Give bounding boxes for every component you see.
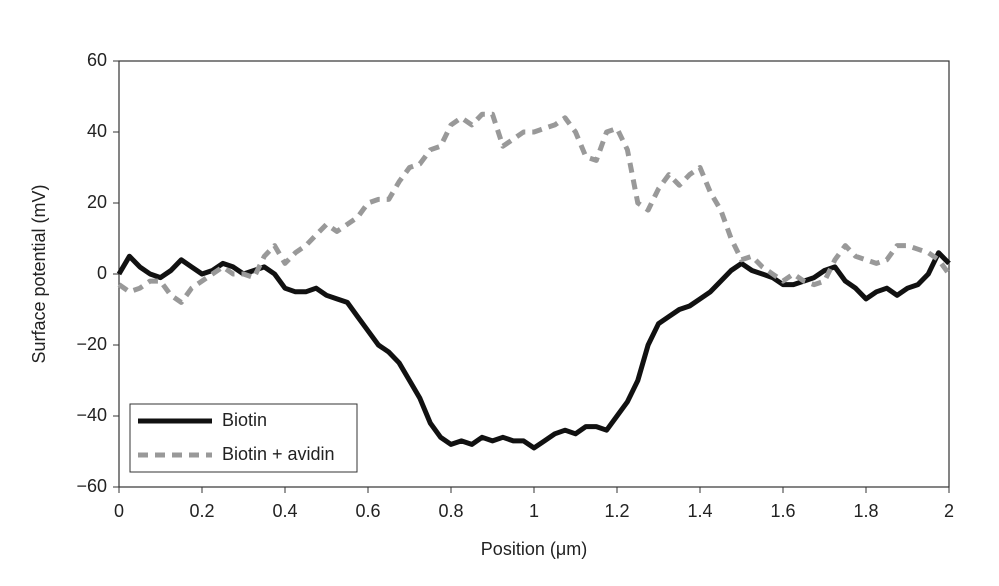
y-axis-title: Surface potential (mV) [29, 184, 49, 363]
y-tick-label: 60 [87, 50, 107, 70]
y-tick-label: 20 [87, 192, 107, 212]
y-tick-label: 0 [97, 263, 107, 283]
x-tick-label: 1.4 [687, 501, 712, 521]
y-tick-label: −20 [76, 334, 107, 354]
data-line [117, 111, 952, 305]
x-tick-label: 1 [529, 501, 539, 521]
x-tick-label: 1.2 [604, 501, 629, 521]
x-tick-label: 0 [114, 501, 124, 521]
x-tick-label: 0.8 [438, 501, 463, 521]
y-tick-label: −40 [76, 405, 107, 425]
x-tick-label: 0.2 [189, 501, 214, 521]
x-axis-title: Position (μm) [481, 539, 587, 559]
x-tick-label: 1.6 [770, 501, 795, 521]
y-tick-label: 40 [87, 121, 107, 141]
x-tick-label: 0.4 [272, 501, 297, 521]
x-tick-label: 1.8 [853, 501, 878, 521]
y-tick-label: −60 [76, 476, 107, 496]
legend-label: Biotin + avidin [222, 444, 335, 464]
x-tick-label: 0.6 [355, 501, 380, 521]
x-tick-label: 2 [944, 501, 954, 521]
legend-box [129, 403, 358, 473]
legend-label: Biotin [222, 410, 267, 430]
